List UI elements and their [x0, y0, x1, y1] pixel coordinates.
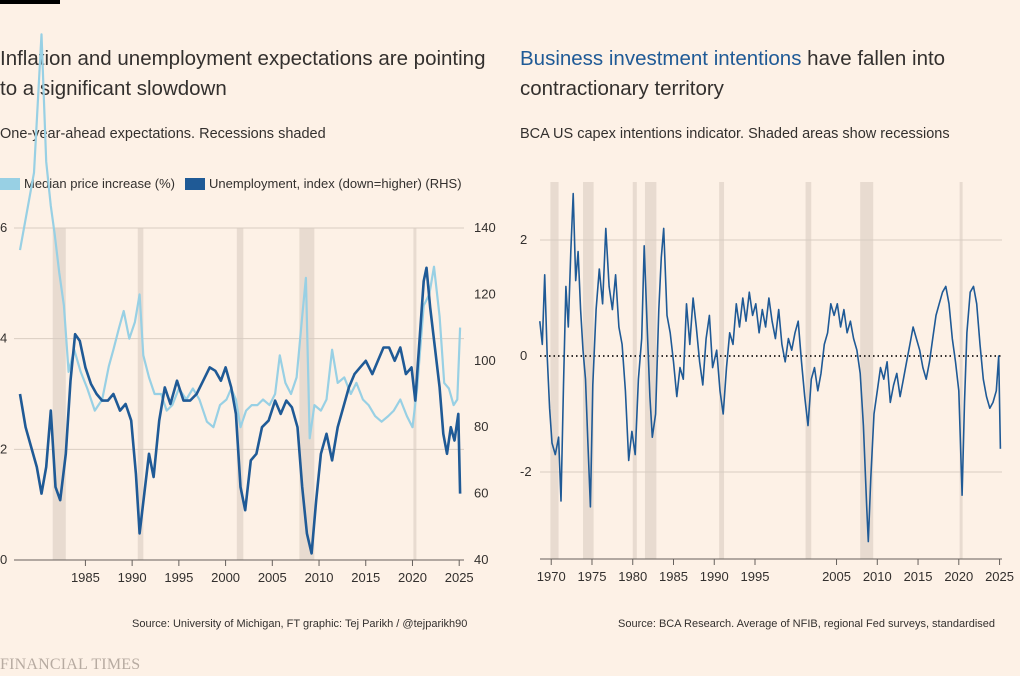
series-line-price-expectations — [18, 33, 462, 440]
right-title-rest: have fallen into — [801, 47, 946, 70]
x-tick-label-left: 2005 — [258, 570, 287, 585]
x-tick-label-right: 1975 — [578, 569, 607, 584]
y-tick-label-right: -2 — [520, 464, 532, 479]
y-tick-label-right-axis: 140 — [474, 220, 496, 235]
x-tick-label-right: 1970 — [537, 569, 566, 584]
recession-band-right — [583, 182, 594, 559]
y-tick-label-left: 4 — [0, 331, 7, 346]
y-tick-label-right: 2 — [520, 232, 527, 247]
x-tick-label-left: 2025 — [445, 570, 474, 585]
x-tick-label-left: 1995 — [164, 570, 193, 585]
right-title-line2: contractionary territory — [520, 77, 724, 100]
recession-band-right — [860, 182, 874, 559]
recession-band-left — [137, 228, 144, 560]
recession-band-right — [550, 182, 559, 559]
x-tick-label-right: 1980 — [618, 569, 647, 584]
left-chart-title: Inflation and unemployment expectations … — [0, 44, 485, 104]
left-chart-legend: Median price increase (%) Unemployment, … — [0, 176, 472, 191]
y-tick-label-right-axis: 40 — [474, 552, 488, 567]
right-chart-subtitle: BCA US capex intentions indicator. Shade… — [520, 126, 950, 142]
right-chart-title: Business investment intentions have fall… — [520, 44, 945, 104]
recession-band-right — [959, 182, 963, 559]
y-tick-label-right-axis: 80 — [474, 419, 488, 434]
y-tick-label-right-axis: 100 — [474, 353, 496, 368]
x-tick-label-right: 2015 — [904, 569, 933, 584]
left-chart-subtitle: One-year-ahead expectations. Recessions … — [0, 126, 326, 142]
left-source-note: Source: University of Michigan, FT graph… — [132, 618, 468, 630]
y-tick-label-left: 2 — [0, 441, 7, 456]
x-tick-label-left: 1990 — [118, 570, 147, 585]
left-chart: 0 2 4 6 40 60 80 100 120 140 1985 1990 1995 2000 2005 2… — [0, 33, 496, 585]
x-tick-label-left: 2015 — [351, 570, 380, 585]
x-tick-label-left: 2020 — [398, 570, 427, 585]
legend-label-unemployment: Unemployment, index (down=higher) (RHS) — [209, 176, 462, 191]
series-line-unemployment-index — [18, 266, 462, 555]
recession-band-right — [719, 182, 725, 559]
y-tick-label-right-axis: 120 — [474, 286, 496, 301]
right-chart: -2 0 2 1970 1975 1980 1985 1990 1995 2005 2010 2015… — [520, 182, 1014, 584]
x-tick-label-right: 1990 — [700, 569, 729, 584]
x-tick-label-right: 1995 — [741, 569, 770, 584]
legend-swatch-dark-blue — [185, 177, 206, 190]
y-tick-label-right: 0 — [520, 348, 527, 363]
right-title-highlight: Business investment intentions — [520, 47, 802, 70]
y-tick-label-right-axis: 60 — [474, 486, 488, 501]
x-tick-label-right: 2005 — [822, 569, 851, 584]
series-line-capex-intentions — [539, 192, 1002, 543]
x-tick-label-right: 1985 — [659, 569, 688, 584]
ft-brand-logo: FINANCIAL TIMES — [0, 656, 141, 673]
y-tick-label-left: 6 — [0, 220, 7, 235]
legend-swatch-light-blue — [0, 177, 20, 190]
legend-item-price: Median price increase (%) — [0, 176, 175, 191]
recession-band-right — [805, 182, 812, 559]
x-tick-label-left: 2010 — [305, 570, 334, 585]
ft-top-bar — [0, 0, 60, 4]
x-tick-label-right: 2020 — [944, 569, 973, 584]
recession-band-right — [644, 182, 657, 559]
y-tick-label-left: 0 — [0, 552, 7, 567]
recession-band-right — [632, 182, 637, 559]
x-tick-label-right: 2010 — [863, 569, 892, 584]
right-source-note: Source: BCA Research. Average of NFIB, r… — [618, 618, 996, 630]
x-tick-label-left: 2000 — [211, 570, 240, 585]
left-title-line2: to a significant slowdown — [0, 77, 227, 100]
legend-label-price: Median price increase (%) — [24, 176, 176, 191]
legend-item-unemployment: Unemployment, index (down=higher) (RHS) — [185, 176, 462, 191]
x-tick-label-right: 2025 — [985, 569, 1014, 584]
recession-band-left — [236, 228, 244, 560]
x-tick-label-left: 1985 — [71, 570, 100, 585]
left-title-line1: Inflation and unemployment expectations … — [0, 47, 486, 70]
